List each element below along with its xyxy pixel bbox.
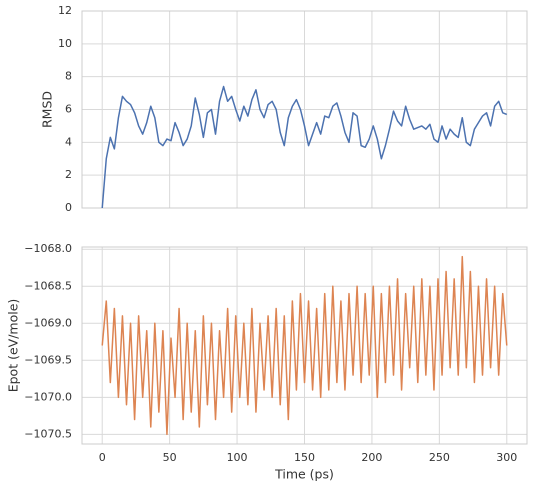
x-axis-label: Time (ps) [274,467,334,482]
y-tick-label: −1070.0 [24,390,72,403]
x-tick-label: 100 [227,451,248,464]
axes-frame [81,10,528,209]
y-tick-label: −1069.0 [24,316,72,329]
y-axis-label: Epot (eV/mole) [6,299,21,393]
x-tick-label: 200 [361,451,382,464]
x-tick-label: 300 [496,451,517,464]
y-tick-label: 4 [65,135,72,148]
x-tick-label: 50 [163,451,177,464]
x-tick-label: 150 [294,451,315,464]
y-tick-label: −1068.0 [24,242,72,255]
y-tick-label: −1068.5 [24,279,72,292]
axes-frame [81,246,528,445]
y-tick-label: 6 [65,103,72,116]
y-tick-label: 0 [65,201,72,214]
data-line [101,85,508,209]
y-axis-label: RMSD [40,91,55,128]
y-tick-label: −1069.5 [24,353,72,366]
y-tick-label: 10 [58,37,72,50]
y-tick-label: −1070.5 [24,427,72,440]
y-tick-label: 8 [65,70,72,83]
x-tick-label: 250 [429,451,450,464]
y-tick-label: 2 [65,168,72,181]
x-tick-label: 0 [99,451,106,464]
y-tick-label: 12 [58,4,72,17]
data-line [101,255,508,436]
